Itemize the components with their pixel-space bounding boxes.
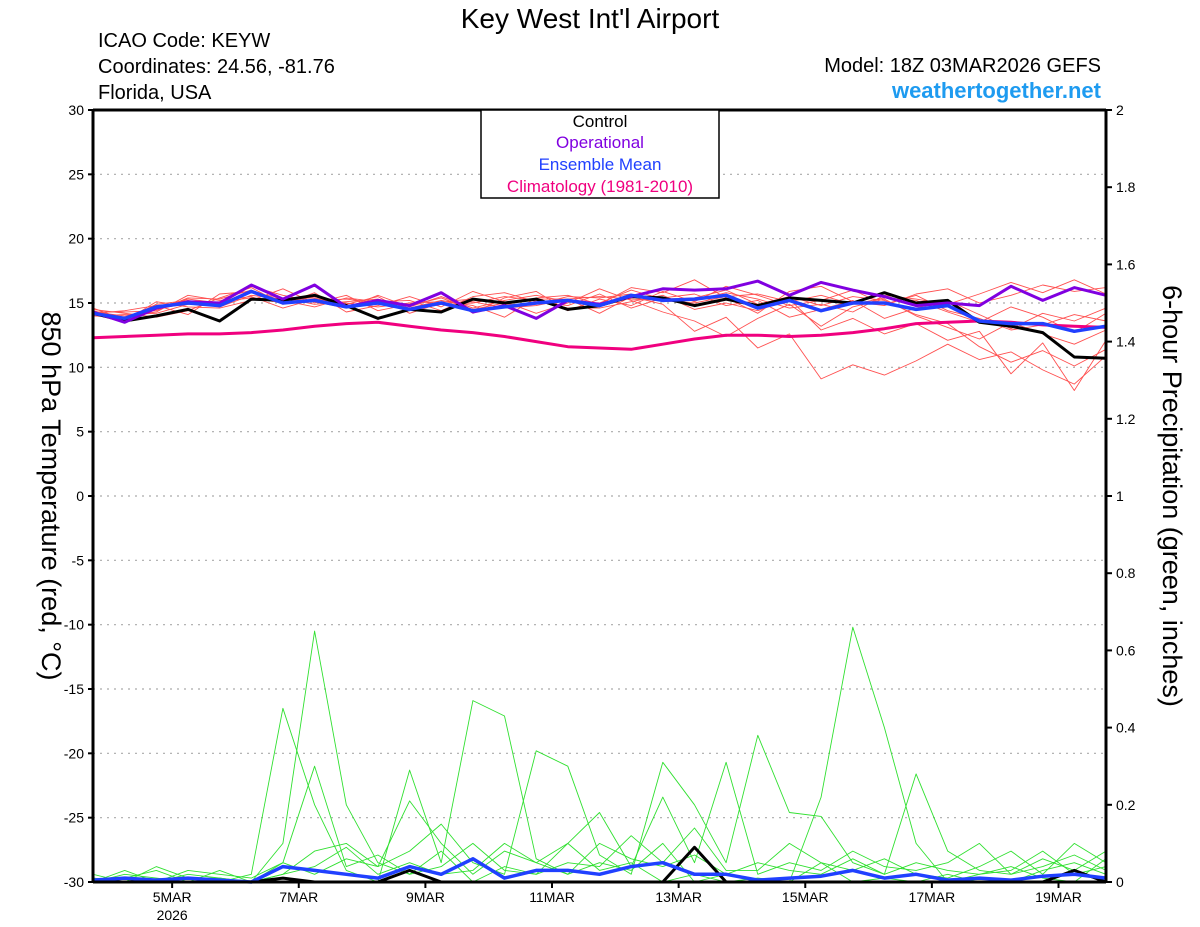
precip-member-line	[92, 765, 1107, 883]
legend-climatology: Climatology (1981-2010)	[507, 177, 693, 196]
x-tick-label: 13MAR	[655, 889, 702, 905]
icao-code: ICAO Code: KEYW	[98, 30, 270, 52]
y-tick-label: 10	[68, 359, 84, 375]
y-tick-label: -15	[64, 681, 84, 697]
y-axis-label: 850 hPa Temperature (red, °C)	[36, 312, 66, 681]
y2-tick-label: 0	[1116, 874, 1124, 890]
precip-mean-line	[92, 857, 1107, 884]
temp-mean-line	[92, 289, 1107, 334]
y2-tick-label: 1	[1116, 488, 1124, 504]
site-link[interactable]: weathertogether.net	[891, 78, 1102, 103]
legend-operational: Operational	[556, 133, 644, 152]
y2-tick-label: 2	[1116, 102, 1124, 118]
temp-series	[92, 279, 1107, 391]
x-tick-label: 17MAR	[909, 889, 956, 905]
x-tick-label: 11MAR	[529, 889, 575, 905]
y2-tick-label: 1.2	[1116, 411, 1136, 427]
y-tick-label: 25	[68, 166, 84, 182]
y-tick-label: 0	[76, 488, 84, 504]
y2-tick-label: 1.8	[1116, 179, 1136, 195]
y2-tick-label: 1.6	[1116, 256, 1136, 272]
x-tick-label: 9MAR	[406, 889, 445, 905]
precip-member-line	[92, 626, 1107, 883]
x-tick-sublabel: 2026	[157, 907, 188, 923]
y-tick-label: 30	[68, 102, 84, 118]
precip-member-line	[92, 630, 1107, 883]
temp-climatology-line	[92, 319, 1107, 351]
x-tick-label: 19MAR	[1035, 889, 1082, 905]
x-tick-label: 5MAR	[153, 889, 192, 905]
y2-axis-label: 6-hour Precipitation (green, inches)	[1157, 285, 1187, 707]
temp-member-line	[93, 289, 1107, 334]
chart-title: Key West Int'l Airport	[461, 3, 720, 34]
precip-member-line	[92, 734, 1107, 883]
y-tick-label: -5	[72, 552, 85, 568]
y-tick-label: 15	[68, 295, 84, 311]
precip-member-line	[92, 761, 1107, 883]
legend-control: Control	[573, 112, 628, 131]
region: Florida, USA	[98, 82, 212, 104]
y2-tick-label: 0.4	[1116, 720, 1136, 736]
y2-tick-label: 0.8	[1116, 565, 1136, 581]
y2-tick-label: 0.2	[1116, 797, 1136, 813]
coordinates: Coordinates: 24.56, -81.76	[98, 56, 335, 78]
y-tick-label: 5	[76, 424, 84, 440]
y2-tick-label: 0.6	[1116, 642, 1136, 658]
y-tick-label: 20	[68, 231, 84, 247]
precip-series	[92, 626, 1107, 884]
legend: Control Operational Ensemble Mean Climat…	[480, 109, 720, 199]
gridlines	[93, 173, 1106, 819]
y2-tick-label: 1.4	[1116, 334, 1136, 350]
axes: 302520151050-5-10-15-20-25-3021.81.61.41…	[64, 102, 1136, 923]
model-info: Model: 18Z 03MAR2026 GEFS	[824, 55, 1101, 77]
y-tick-label: -10	[64, 617, 84, 633]
y-tick-label: -30	[64, 874, 84, 890]
y-tick-label: -20	[64, 745, 84, 761]
legend-ensemble-mean: Ensemble Mean	[539, 155, 662, 174]
legend-box	[480, 109, 720, 199]
y-tick-label: -25	[64, 810, 84, 826]
x-tick-label: 15MAR	[782, 889, 829, 905]
x-tick-label: 7MAR	[279, 889, 318, 905]
precip-control-line	[92, 845, 1107, 884]
